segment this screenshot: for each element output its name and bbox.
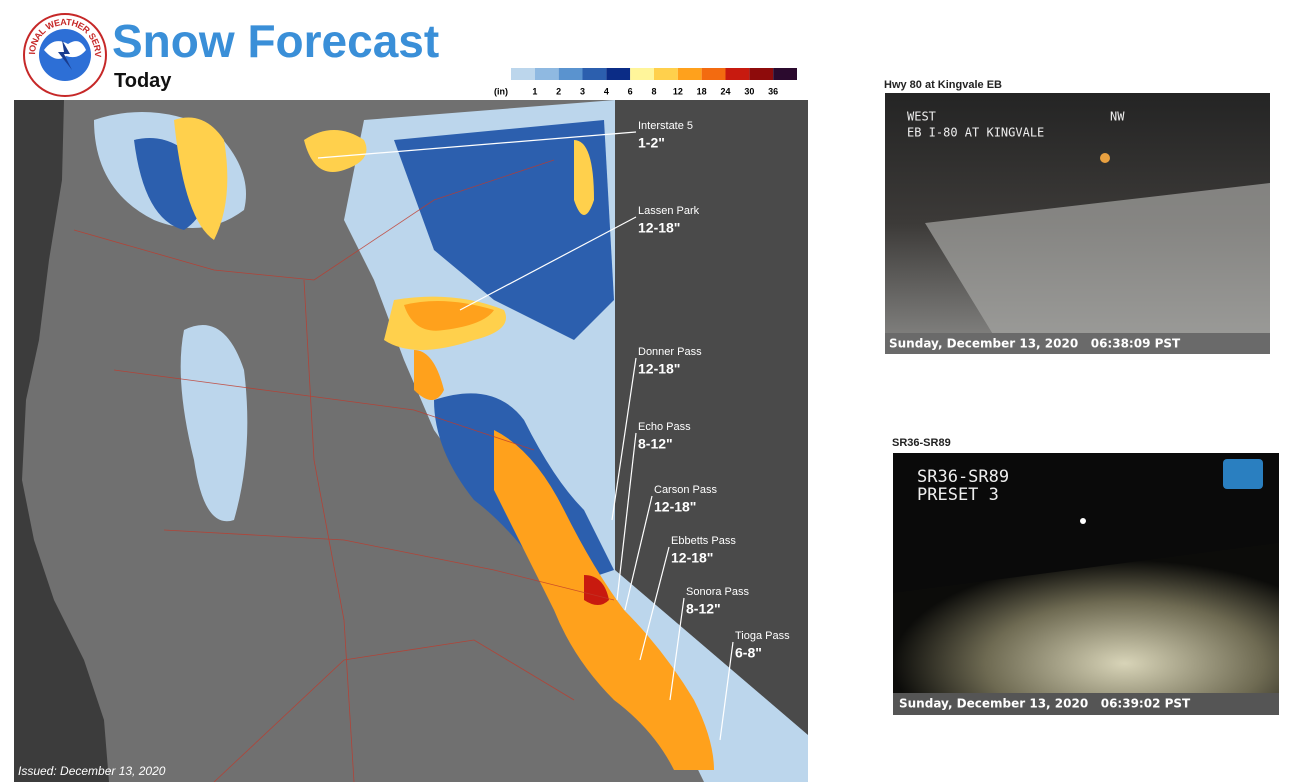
- title: Snow Forecast: [112, 15, 440, 67]
- location-name: Echo Pass: [638, 421, 691, 433]
- location-name: Interstate 5: [638, 120, 693, 132]
- location-name: Carson Pass: [654, 484, 717, 496]
- camera-overlay: EB I-80 AT KINGVALE: [907, 126, 1044, 140]
- legend-label: 24: [720, 86, 730, 96]
- location-amount: 8-12": [686, 601, 721, 617]
- legend-swatch: [654, 68, 678, 80]
- legend-label: 2: [556, 86, 561, 96]
- legend-unit: (in): [494, 86, 508, 96]
- roads: [73, 159, 615, 782]
- legend-label: 12: [673, 86, 683, 96]
- legend-swatch: [749, 68, 774, 80]
- callout-line: [624, 495, 653, 611]
- callout-line: [719, 641, 734, 741]
- callout-line: [669, 597, 685, 701]
- camera-timestamp: Sunday, December 13, 2020 06:39:02 PST: [899, 697, 1191, 711]
- location-amount: 12-18": [638, 220, 680, 236]
- location-amount: 12-18": [638, 361, 680, 377]
- out-of-area: [615, 100, 808, 735]
- location-amount: 6-8": [735, 645, 762, 661]
- subtitle: Today: [114, 70, 172, 92]
- legend-label: 18: [697, 86, 707, 96]
- callout-line: [317, 131, 637, 159]
- location-amount: 1-2": [638, 135, 665, 151]
- camera-title: Hwy 80 at Kingvale EB: [884, 79, 1002, 91]
- location-amount: 12-18": [671, 550, 713, 566]
- legend-label: 8: [651, 86, 656, 96]
- callout-line: [616, 432, 637, 601]
- legend-label: 30: [744, 86, 754, 96]
- location-name: Lassen Park: [638, 205, 700, 217]
- callout-line: [459, 216, 637, 311]
- camera-image: SR36-SR89 PRESET 3 Sunday, December 13, …: [893, 453, 1279, 715]
- legend-swatch: [558, 68, 583, 80]
- location-amount: 8-12": [638, 436, 673, 452]
- legend-swatch: [582, 68, 607, 80]
- legend-swatch: [725, 68, 750, 80]
- location-name: Tioga Pass: [735, 630, 790, 642]
- legend-swatch: [773, 68, 797, 80]
- legend-label: 3: [580, 86, 585, 96]
- legend-swatch: [701, 68, 726, 80]
- camera-overlay: WEST: [907, 110, 936, 124]
- issued-date: Issued: December 13, 2020: [18, 764, 166, 778]
- legend-swatch: [630, 68, 654, 80]
- location-name: Ebbetts Pass: [671, 535, 736, 547]
- legend-swatch: [677, 68, 702, 80]
- legend: (in) 1 2 3 4 6 8 12 18 24 30 36: [494, 68, 797, 96]
- legend-label: 6: [628, 86, 633, 96]
- legend-swatch: [534, 68, 559, 80]
- camera-overlay: SR36-SR89: [917, 467, 1009, 487]
- legend-swatch: [511, 68, 535, 80]
- legend-label: 1: [532, 86, 537, 96]
- camera-title: SR36-SR89: [892, 437, 951, 449]
- camera-overlay: NW: [1110, 110, 1125, 124]
- callout-line: [639, 546, 670, 661]
- camera-timestamp: Sunday, December 13, 2020 06:38:09 PST: [889, 337, 1181, 351]
- location-name: Donner Pass: [638, 346, 702, 358]
- nws-logo: NATIONAL WEATHER SERVICE: [22, 12, 107, 97]
- camera-overlay: PRESET 3: [917, 485, 999, 505]
- legend-swatch: [606, 68, 631, 80]
- legend-label: 4: [604, 86, 609, 96]
- callout-line: [611, 357, 637, 521]
- location-name: Sonora Pass: [686, 586, 749, 598]
- map: Issued: December 13, 2020 Interstate 5 1-…: [14, 100, 808, 782]
- camera-image: WEST NW EB I-80 AT KINGVALE Sunday, Dece…: [885, 93, 1270, 354]
- legend-label: 36: [768, 86, 778, 96]
- location-amount: 12-18": [654, 499, 696, 515]
